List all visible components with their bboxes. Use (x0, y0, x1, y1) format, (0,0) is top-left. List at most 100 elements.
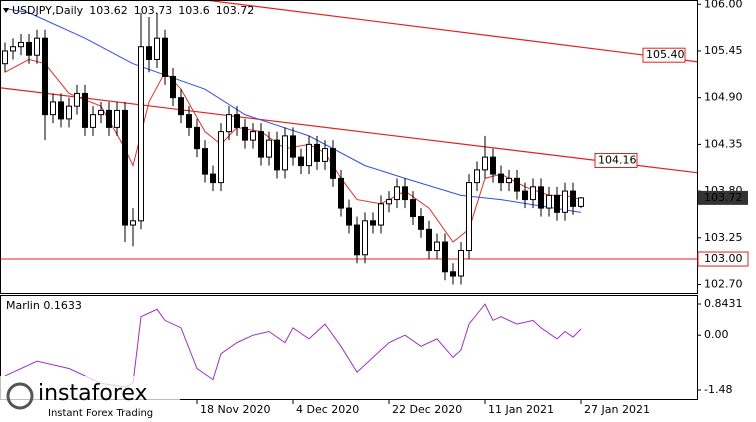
candle-body (474, 169, 480, 184)
header-part: 103.62 (89, 4, 128, 17)
candle-body (466, 182, 472, 252)
candle-body (154, 37, 160, 60)
trend-label-box (642, 47, 686, 63)
candle-body (34, 37, 40, 56)
candle-body (250, 131, 256, 141)
candle-body (338, 177, 344, 209)
candle-body (362, 220, 368, 256)
candle-body (26, 41, 32, 56)
candle-body (498, 173, 504, 184)
candle-body (578, 197, 584, 207)
level-label: 103.00 (704, 252, 743, 265)
main-panel (0, 0, 698, 294)
candle-body (274, 139, 280, 171)
candle-body (410, 199, 416, 218)
candle-body (282, 135, 288, 171)
candle-body (546, 194, 552, 209)
y-tick-label: 0.00 (704, 328, 729, 341)
candle-body (66, 105, 72, 120)
y-tick-label: 102.70 (704, 278, 743, 291)
header-part: 103.73 (134, 4, 173, 17)
x-tick-label: 27 Jan 2021 (584, 403, 650, 416)
candle-body (306, 143, 312, 167)
candle-body (378, 203, 384, 226)
candle-body (58, 101, 64, 120)
candle-body (106, 109, 112, 128)
candle-body (170, 75, 176, 99)
candle-body (346, 207, 352, 226)
candle-body (162, 37, 168, 77)
candle-body (50, 101, 56, 116)
current-price-box (698, 190, 748, 205)
chart-header: USDJPY,Daily 103.62 103.73 103.6 103.72 (12, 4, 254, 17)
candle-body (218, 131, 224, 184)
watermark-bg (0, 376, 180, 422)
candle-body (482, 156, 488, 171)
header-part: 103.72 (216, 4, 255, 17)
watermark-logo (6, 382, 34, 410)
y-tick-label: 104.35 (704, 137, 743, 150)
collapse-arrow (3, 8, 9, 13)
candle-body (450, 271, 456, 277)
candle-body (202, 148, 208, 175)
trend-label: 105.40 (646, 48, 685, 61)
level-label-box (697, 251, 749, 267)
candle-body (242, 126, 248, 141)
candle-body (234, 114, 240, 128)
candle-body (114, 109, 120, 128)
candle-body (434, 241, 440, 252)
candle-body (354, 224, 360, 256)
candle-body (186, 114, 192, 128)
candle-body (386, 199, 392, 205)
header-part: 103.6 (178, 4, 210, 17)
candle-body (210, 173, 216, 184)
candle-body (530, 186, 536, 201)
indicator-line (4, 303, 582, 388)
candle-body (266, 139, 272, 158)
candle-body (18, 41, 24, 48)
candle-body (418, 216, 424, 230)
current-price: 103.72 (704, 191, 743, 204)
x-tick-label: 18 Nov 2020 (200, 403, 270, 416)
y-tick-label: 105.45 (704, 44, 743, 57)
candle-body (426, 228, 432, 252)
candle-body (394, 186, 400, 201)
candle-body (290, 135, 296, 158)
watermark-brand: instaforex (38, 381, 148, 406)
candle-body (10, 46, 16, 52)
candle-body (554, 194, 560, 213)
candle-body (322, 148, 328, 162)
header-part: USDJPY,Daily (12, 4, 84, 17)
candle-body (490, 156, 496, 175)
candle-body (570, 190, 576, 207)
y-tick-label: 0.8431 (704, 297, 743, 310)
candle-body (314, 143, 320, 162)
moving-average (4, 58, 582, 243)
candle-body (258, 131, 264, 158)
candle-body (506, 177, 512, 184)
trend-line (1, 87, 697, 174)
candle-body (562, 190, 568, 213)
y-tick-label: 104.90 (704, 91, 743, 104)
candle-body (146, 46, 152, 60)
trend-label-box (594, 153, 638, 169)
trend-line (208, 1, 697, 63)
candle-body (458, 250, 464, 277)
candle-body (122, 109, 128, 226)
candle-body (2, 50, 8, 65)
candle-body (370, 220, 376, 226)
y-tick-label: 106.00 (704, 0, 743, 10)
y-tick-label: 103.25 (704, 231, 743, 244)
candle-body (538, 186, 544, 209)
x-tick-label: 4 Dec 2020 (296, 403, 359, 416)
candle-body (82, 92, 88, 128)
candle-body (514, 177, 520, 192)
watermark-tagline: Instant Forex Trading (48, 408, 153, 419)
candle-body (98, 109, 104, 116)
candle-body (402, 186, 408, 201)
candle-body (42, 37, 48, 116)
candle-body (74, 92, 80, 107)
candle-body (226, 114, 232, 133)
candle-body (298, 156, 304, 167)
candle-body (90, 114, 96, 128)
